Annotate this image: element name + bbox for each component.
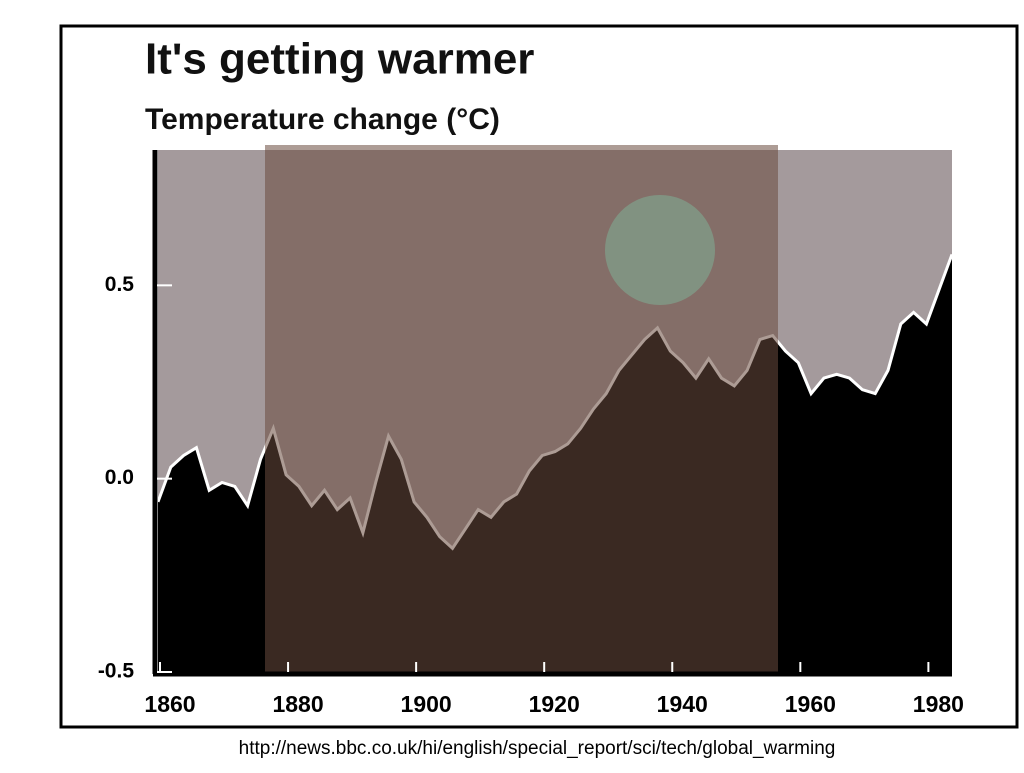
y-tick-label: 0.0: [105, 466, 134, 489]
x-tick-label: 1980: [913, 691, 964, 717]
y-tick-label: 0.5: [105, 273, 135, 296]
photo-overlay: [265, 145, 778, 672]
x-tick-label: 1900: [401, 691, 452, 717]
x-tick-label: 1960: [785, 691, 836, 717]
plot: [152, 145, 954, 677]
chart-title: It's getting warmer: [145, 35, 534, 84]
x-tick-label: 1880: [272, 691, 323, 717]
chart-subtitle: Temperature change (°C): [145, 103, 500, 136]
source-caption: http://news.bbc.co.uk/hi/english/special…: [239, 738, 836, 759]
x-tick-label: 1940: [657, 691, 708, 717]
x-tick-label: 1860: [144, 691, 195, 717]
lens-flare: [605, 195, 715, 305]
y-tick-label: -0.5: [98, 660, 135, 683]
x-tick-label: 1920: [529, 691, 580, 717]
